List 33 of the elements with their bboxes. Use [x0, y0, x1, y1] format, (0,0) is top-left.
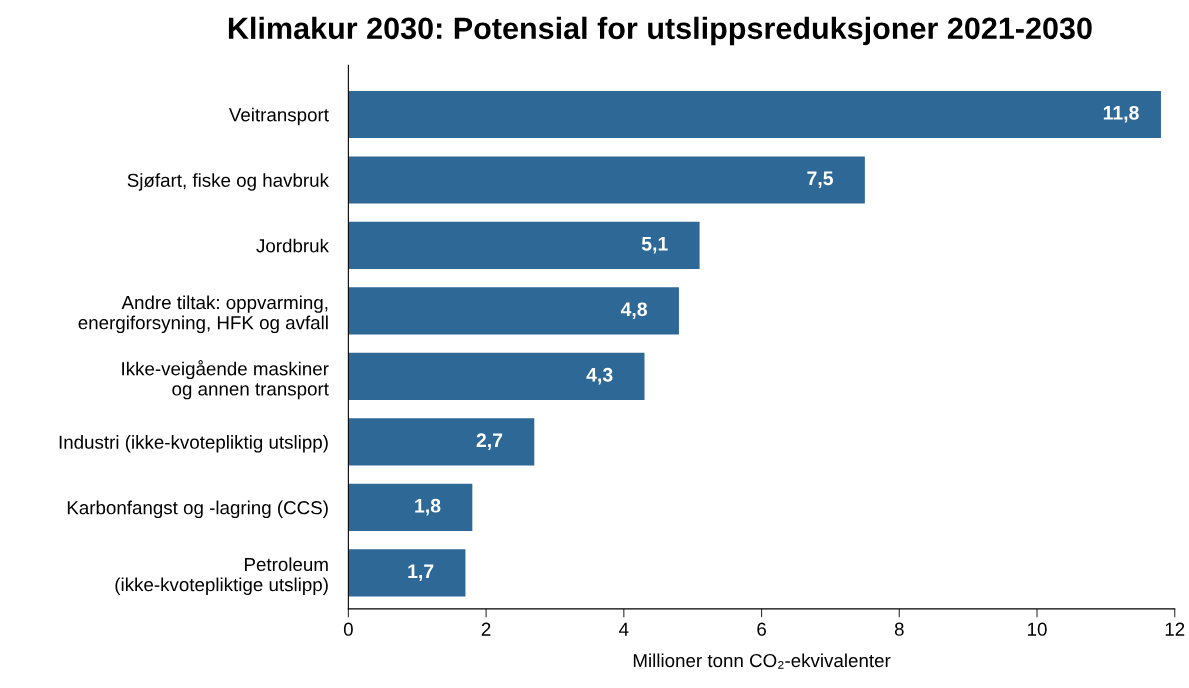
chart-title: Klimakur 2030: Potensial for utslippsreduksjoner 2021-2030 — [228, 16, 1092, 46]
bar — [348, 90, 1161, 139]
x-tick-label: 8 — [894, 622, 904, 636]
x-axis-title: Millioner tonn CO₂-ekvivalenter — [633, 653, 891, 669]
data-label: 7,5 — [807, 171, 833, 188]
bar — [348, 483, 473, 531]
data-label: 1,8 — [415, 498, 441, 516]
data-label: 4,8 — [620, 302, 648, 319]
bar — [348, 156, 865, 204]
y-tick-label: Karbonfangst og -lagring (CCS) — [67, 500, 328, 519]
y-tick-label: Petroleum (ikke-kvotepliktige utslipp) — [115, 557, 328, 596]
bar — [348, 418, 535, 466]
data-label: 2,7 — [476, 433, 503, 450]
data-label: 11,8 — [1103, 105, 1139, 123]
y-tick-label: Sjøfart, fiske og havbruk — [127, 173, 329, 191]
bar — [348, 287, 679, 335]
data-label: 4,3 — [586, 367, 613, 385]
x-tick-label: 12 — [1165, 622, 1185, 636]
x-tick-label: 10 — [1028, 622, 1047, 636]
y-tick-label: Andre tiltak: oppvarming, energiforsyning, HFK og avfall — [78, 295, 328, 334]
x-tick-label: 6 — [757, 622, 766, 636]
x-tick-label: 4 — [619, 622, 629, 636]
y-tick-label: Veitransport — [228, 107, 329, 126]
data-label: 1,7 — [408, 564, 434, 581]
y-tick-label: Industri (ikke-kvotepliktig utslipp) — [59, 435, 328, 453]
x-tick-label: 0 — [343, 622, 353, 636]
x-tick-label: 2 — [481, 622, 491, 636]
y-tick-label: Ikke-veigående maskiner og annen transport — [122, 360, 329, 400]
bar — [348, 221, 700, 270]
y-tick-label: Jordbruk — [256, 238, 329, 253]
bar — [348, 549, 466, 597]
bar — [348, 352, 645, 400]
data-label: 5,1 — [641, 237, 668, 254]
